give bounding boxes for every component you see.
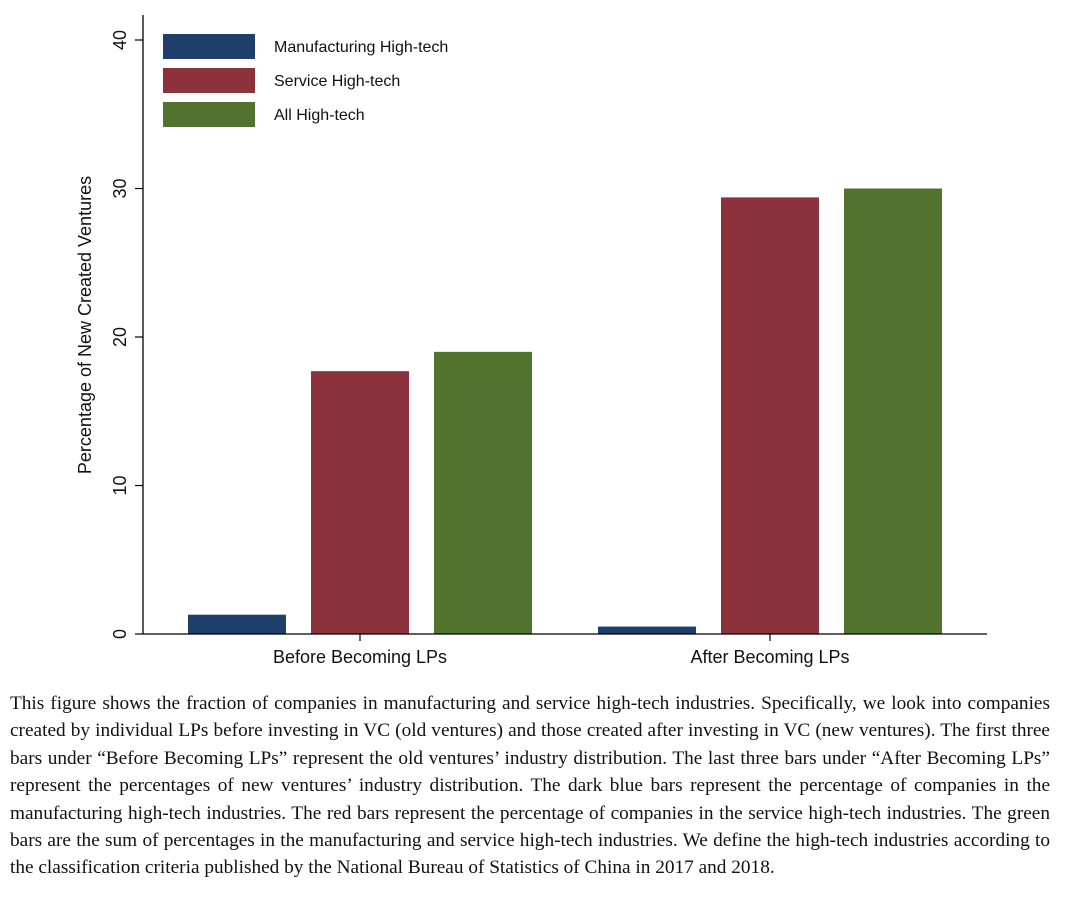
bar <box>311 371 409 634</box>
bar <box>188 614 286 634</box>
legend-label: All High-tech <box>274 107 365 124</box>
bar <box>721 197 819 634</box>
y-ticks-group: 0 10 20 30 40 <box>110 30 143 639</box>
y-tick-label: 40 <box>110 30 130 50</box>
bar <box>598 626 696 634</box>
legend-swatch <box>163 102 255 127</box>
y-axis-label: Percentage of New Created Ventures <box>75 176 95 474</box>
y-tick-label: 20 <box>110 327 130 347</box>
legend-label: Service High-tech <box>274 73 400 90</box>
figure-caption: This figure shows the fraction of compan… <box>10 693 1050 879</box>
legend-label: Manufacturing High-tech <box>274 39 448 56</box>
y-tick-label: 30 <box>110 178 130 198</box>
bar <box>434 351 532 634</box>
bars-group <box>188 188 942 634</box>
x-tick-label: After Becoming LPs <box>690 647 849 667</box>
legend-swatch <box>163 68 255 93</box>
bar-chart: 0 10 20 30 40 Before Becoming LPs After Becom… <box>75 15 987 667</box>
legend-swatch <box>163 34 255 59</box>
x-tick-label: Before Becoming LPs <box>273 647 447 667</box>
y-tick-label: 0 <box>110 629 130 639</box>
y-tick-label: 10 <box>110 475 130 495</box>
x-ticks-group: Before Becoming LPs After Becoming LPs <box>273 634 850 667</box>
bar <box>844 188 942 634</box>
legend: Manufacturing High-tech Service High-tech… <box>152 27 488 135</box>
